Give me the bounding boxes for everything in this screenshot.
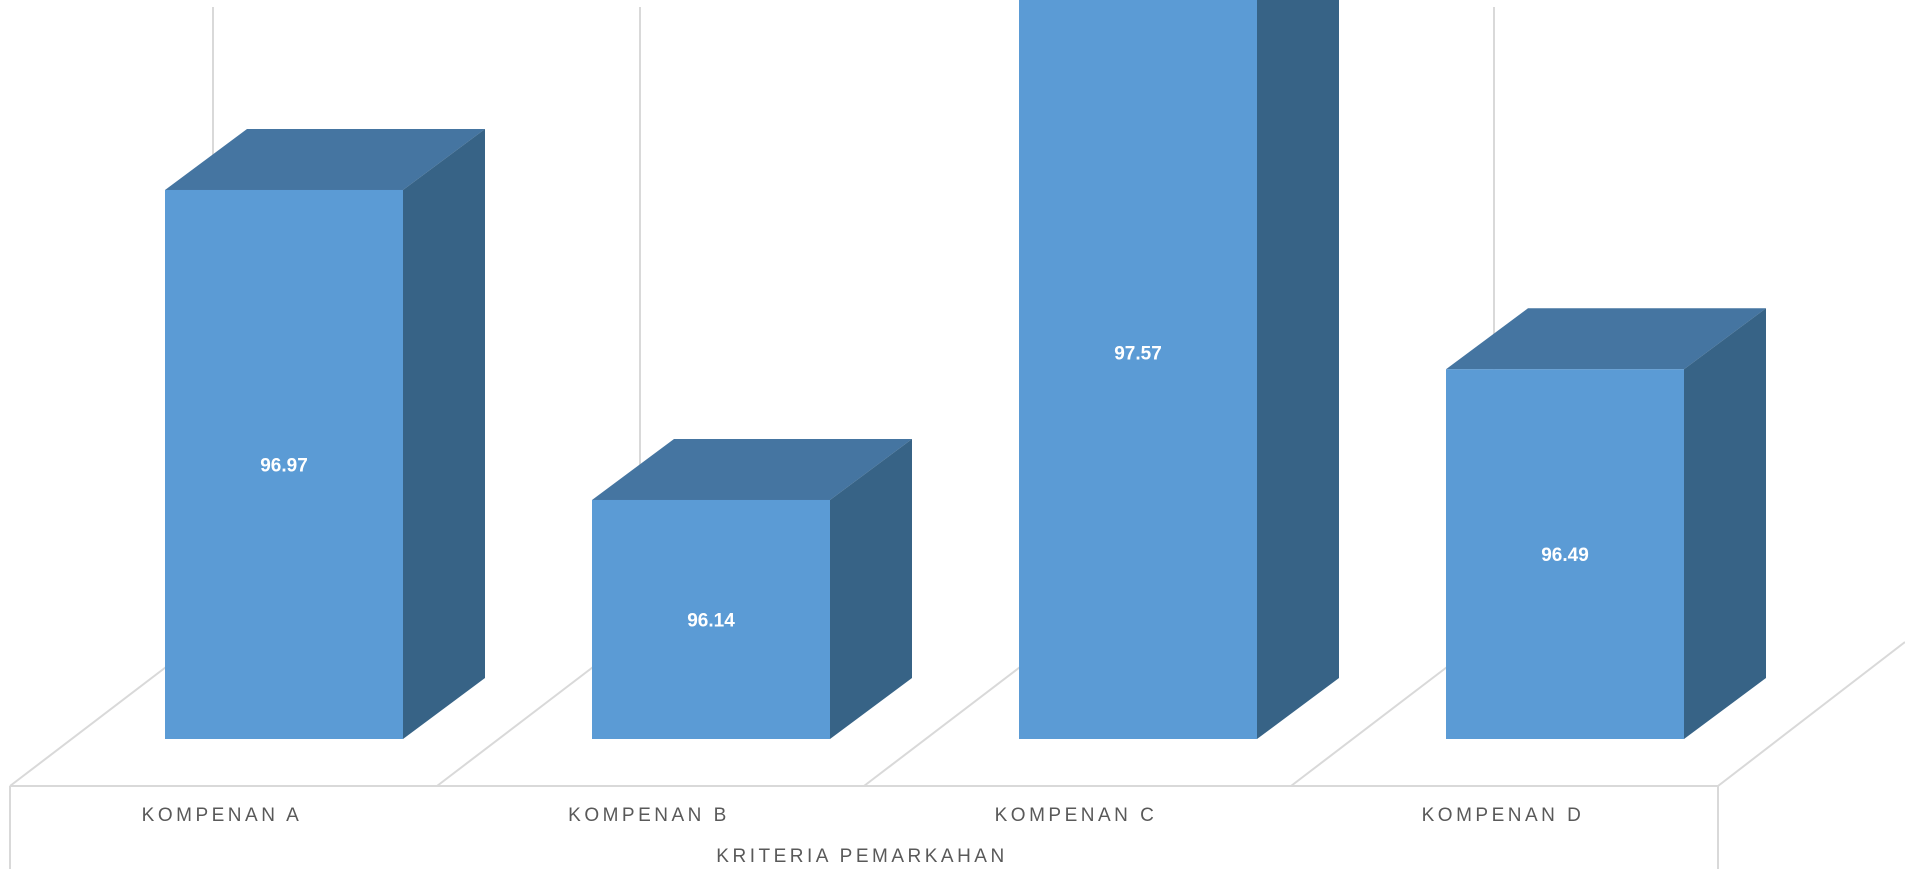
chart-bars (165, 0, 1766, 740)
bar-side-3 (1684, 308, 1766, 739)
data-label-0: 96.97 (260, 455, 308, 476)
bar-top-0 (165, 128, 485, 190)
category-label-0: KOMPENAN A (142, 805, 303, 826)
x-axis-title: KRITERIA PEMARKAHAN (716, 846, 1007, 867)
data-label-2: 97.57 (1114, 343, 1162, 364)
chart-grid (9, 0, 1905, 869)
bar-side-2 (1257, 0, 1339, 739)
category-label-2: KOMPENAN C (995, 805, 1158, 826)
floor-divider-1 (436, 663, 598, 787)
category-label-3: KOMPENAN D (1422, 805, 1585, 826)
bar-0 (165, 189, 403, 739)
category-label-1: KOMPENAN B (568, 805, 730, 826)
data-label-1: 96.14 (687, 610, 735, 631)
bar-1 (592, 499, 830, 739)
bar-top-1 (592, 438, 912, 500)
bar-side-1 (830, 438, 912, 739)
data-label-3: 96.49 (1541, 545, 1589, 566)
floor-divider-3 (1290, 663, 1452, 787)
chart-labels: 96.97 KOMPENAN A 96.14 KOMPENAN B 97.57 KOMPE… (142, 343, 1589, 826)
floor-divider-2 (863, 663, 1025, 787)
bar-side-0 (403, 128, 485, 739)
floor-depth-edge (1717, 641, 1905, 787)
floor-divider-0 (9, 663, 171, 787)
bar-2 (1019, 0, 1257, 740)
bar-3 (1446, 369, 1684, 739)
bar-top-3 (1446, 308, 1766, 370)
